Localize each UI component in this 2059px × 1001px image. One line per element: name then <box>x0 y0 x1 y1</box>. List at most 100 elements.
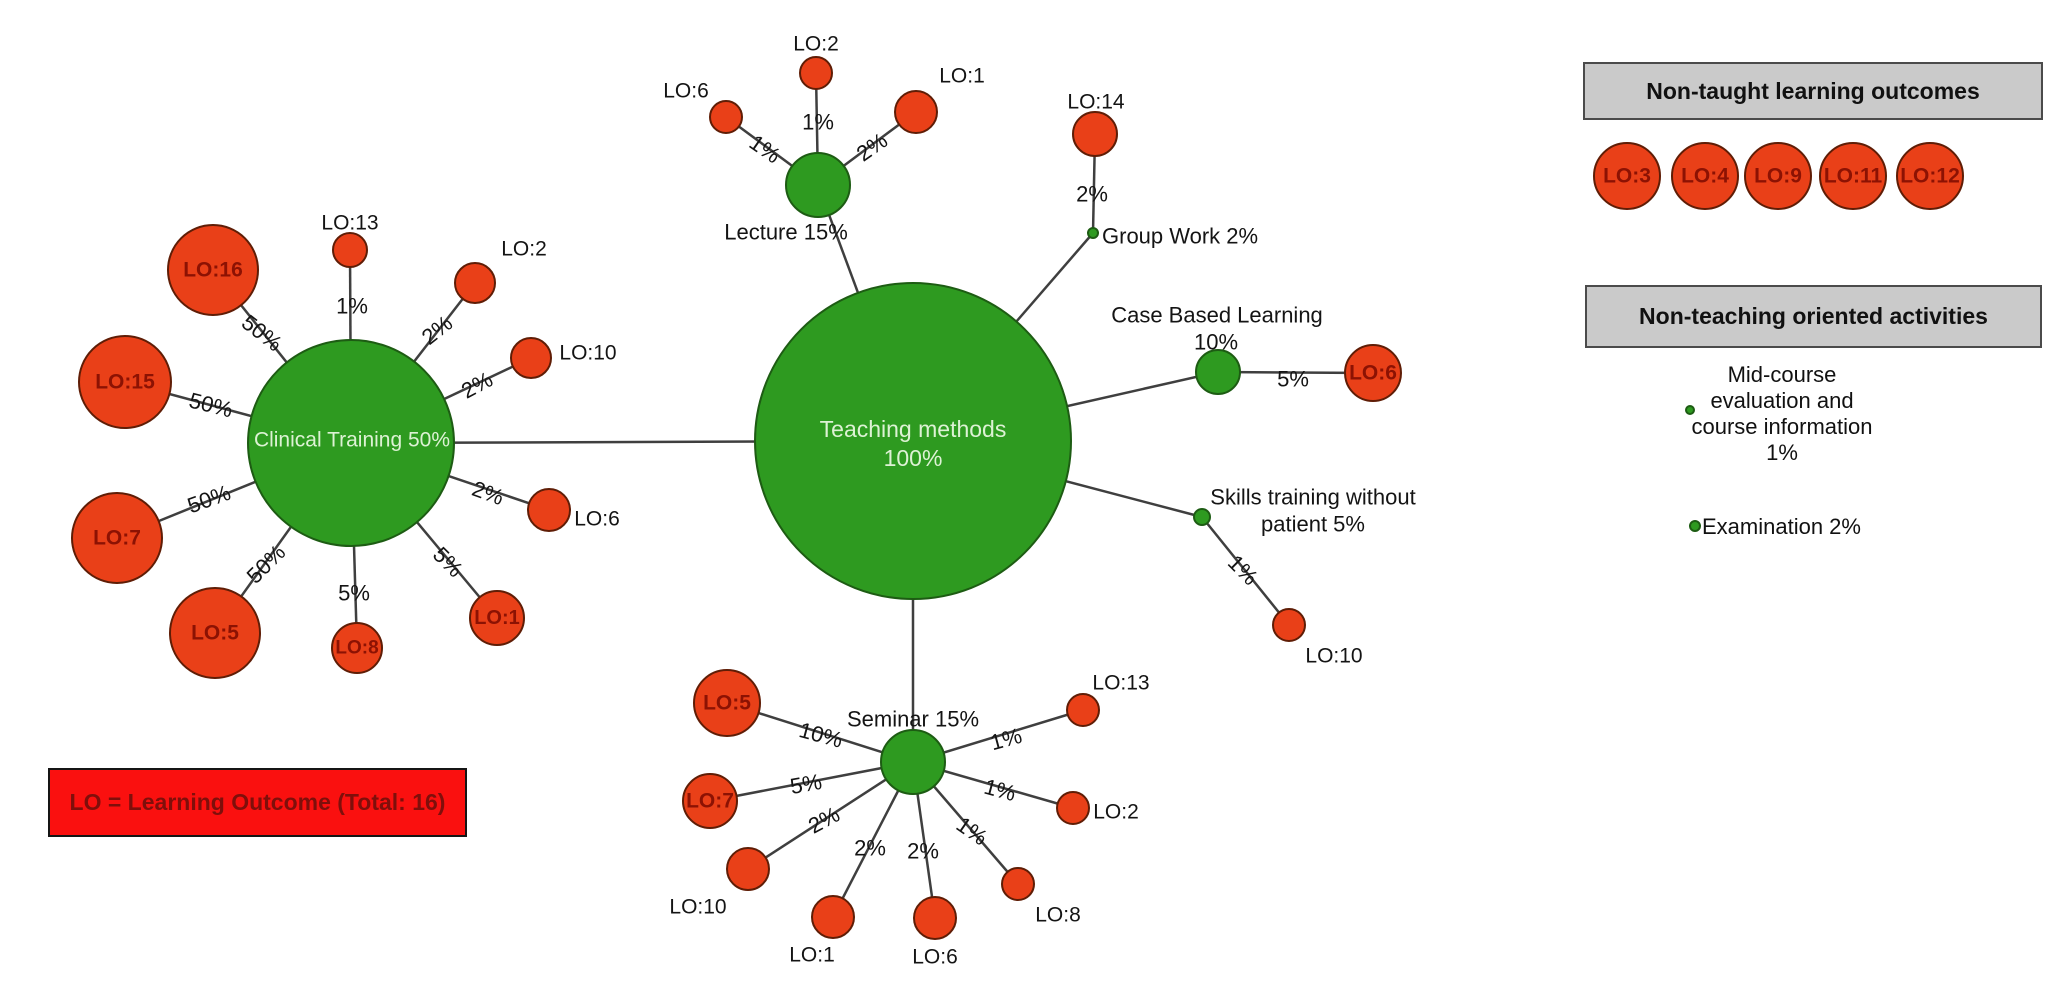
diagram-text: Lecture 15% <box>724 220 848 245</box>
node-nt-lo12 <box>1896 142 1964 210</box>
node-label-ct-lo1: LO:1 <box>474 607 520 629</box>
diagram-text: LO:10 <box>1305 645 1362 668</box>
diagram-text: 2% <box>417 310 457 349</box>
diagram-text: 1% <box>952 812 992 851</box>
node-label-cbl-lo6: LO:6 <box>1349 362 1397 385</box>
diagram-text: 1% <box>987 723 1024 755</box>
node-nt-lo4 <box>1671 142 1739 210</box>
diagram-text: 1% <box>336 294 368 319</box>
non-taught-outcomes-header: Non-taught learning outcomes <box>1583 62 2043 120</box>
diagram-text: 5% <box>788 769 824 799</box>
node-cbl-lo6 <box>1344 344 1402 402</box>
diagram-text: 2% <box>804 801 844 838</box>
node-examination-dot <box>1689 520 1701 532</box>
diagram-text: 10% <box>1194 330 1238 355</box>
node-lec-lo6 <box>709 100 743 134</box>
examination-label: Examination 2% <box>1702 514 1861 539</box>
node-sem-lo2 <box>1056 791 1090 825</box>
diagram-text: 2% <box>907 839 939 864</box>
node-label-ct-lo8: LO:8 <box>335 638 378 659</box>
diagram-text: 1% <box>802 110 834 135</box>
midcourse-evaluation-label: Mid-course evaluation and course informa… <box>1691 362 1873 465</box>
diagram-text: Group Work 2% <box>1102 224 1258 249</box>
node-nt-lo3 <box>1593 142 1661 210</box>
node-ct-lo13 <box>332 232 368 268</box>
node-label-ct-lo5: LO:5 <box>191 622 239 645</box>
diagram-text: LO:8 <box>1035 904 1081 927</box>
legend-box: LO = Learning Outcome (Total: 16) <box>48 768 467 837</box>
node-group-work <box>1087 227 1099 239</box>
node-seminar <box>880 729 946 795</box>
node-gw-lo14 <box>1072 111 1118 157</box>
diagram-text: LO:10 <box>669 896 726 919</box>
node-ct-lo16 <box>167 224 259 316</box>
non-teaching-activities-title: Non-teaching oriented activities <box>1639 303 1988 329</box>
edge-line <box>709 760 914 803</box>
node-label-ct-lo15: LO:15 <box>95 371 155 394</box>
node-case-based-learning <box>1195 349 1241 395</box>
node-lec-lo2 <box>799 56 833 90</box>
node-label-nt-lo3: LO:3 <box>1603 165 1651 188</box>
non-teaching-activities-header: Non-teaching oriented activities <box>1585 285 2042 348</box>
diagram-text: patient 5% <box>1261 512 1365 537</box>
diagram-text: 5% <box>1277 367 1309 392</box>
node-label-ct-lo16: LO:16 <box>183 259 243 282</box>
node-label-nt-lo12: LO:12 <box>1900 165 1960 188</box>
node-sem-lo13 <box>1066 693 1100 727</box>
node-ct-lo15 <box>78 335 172 429</box>
diagram-text: Seminar 15% <box>847 707 979 732</box>
diagram-text: LO:1 <box>939 65 985 88</box>
node-ct-lo2 <box>454 262 496 304</box>
diagram-text: LO:14 <box>1067 91 1125 114</box>
node-ct-lo5 <box>169 587 261 679</box>
node-label-nt-lo9: LO:9 <box>1754 165 1802 188</box>
node-lecture <box>785 152 851 218</box>
diagram-text: 100% <box>884 445 943 471</box>
diagram-text: 2% <box>1076 182 1108 207</box>
node-ct-lo7 <box>71 492 163 584</box>
node-sem-lo5 <box>693 669 761 737</box>
diagram-text: 2% <box>469 476 507 510</box>
diagram-text: Clinical Training 50% <box>254 429 450 452</box>
non-taught-outcomes-title: Non-taught learning outcomes <box>1646 77 1980 104</box>
node-skills-lo10 <box>1272 608 1306 642</box>
diagram-text: LO:6 <box>574 508 620 531</box>
diagram-text: 50% <box>237 310 287 357</box>
diagram-text: LO:2 <box>1093 801 1139 824</box>
node-label-sem-lo7: LO:7 <box>686 790 734 813</box>
node-sem-lo1 <box>811 895 855 939</box>
node-teaching-methods <box>754 282 1072 600</box>
node-nt-lo9 <box>1744 142 1812 210</box>
diagram-text: Teaching methods <box>820 416 1007 442</box>
diagram-text: 50% <box>242 540 291 589</box>
node-midcourse-dot <box>1685 405 1695 415</box>
diagram-text: LO:2 <box>793 33 839 56</box>
diagram-text: LO:10 <box>559 342 616 365</box>
node-ct-lo6 <box>527 488 571 532</box>
node-ct-lo8 <box>331 622 383 674</box>
node-clinical-training <box>247 339 455 547</box>
diagram-text: 50% <box>187 388 236 423</box>
diagram-text: LO:1 <box>789 944 835 967</box>
diagram-text: 2% <box>457 366 497 403</box>
diagram-text: Case Based Learning <box>1111 303 1323 328</box>
diagram-text: 1% <box>981 774 1018 806</box>
node-label-nt-lo4: LO:4 <box>1681 165 1729 188</box>
diagram-text: 50% <box>184 480 234 519</box>
edge-line <box>1201 516 1290 626</box>
node-sem-lo6 <box>913 896 957 940</box>
node-label-ct-lo7: LO:7 <box>93 527 141 550</box>
node-ct-lo1 <box>469 590 525 646</box>
node-sem-lo8 <box>1001 867 1035 901</box>
node-lec-lo1 <box>894 90 938 134</box>
diagram-text: 10% <box>796 717 845 753</box>
diagram-text: LO:6 <box>912 946 958 969</box>
node-label-sem-lo5: LO:5 <box>703 692 751 715</box>
node-label-nt-lo11: LO:11 <box>1824 165 1883 188</box>
node-ct-lo10 <box>510 337 552 379</box>
diagram-text: LO:13 <box>1092 672 1149 695</box>
diagram-text: LO:2 <box>501 238 547 261</box>
diagram-text: LO:6 <box>663 80 709 103</box>
